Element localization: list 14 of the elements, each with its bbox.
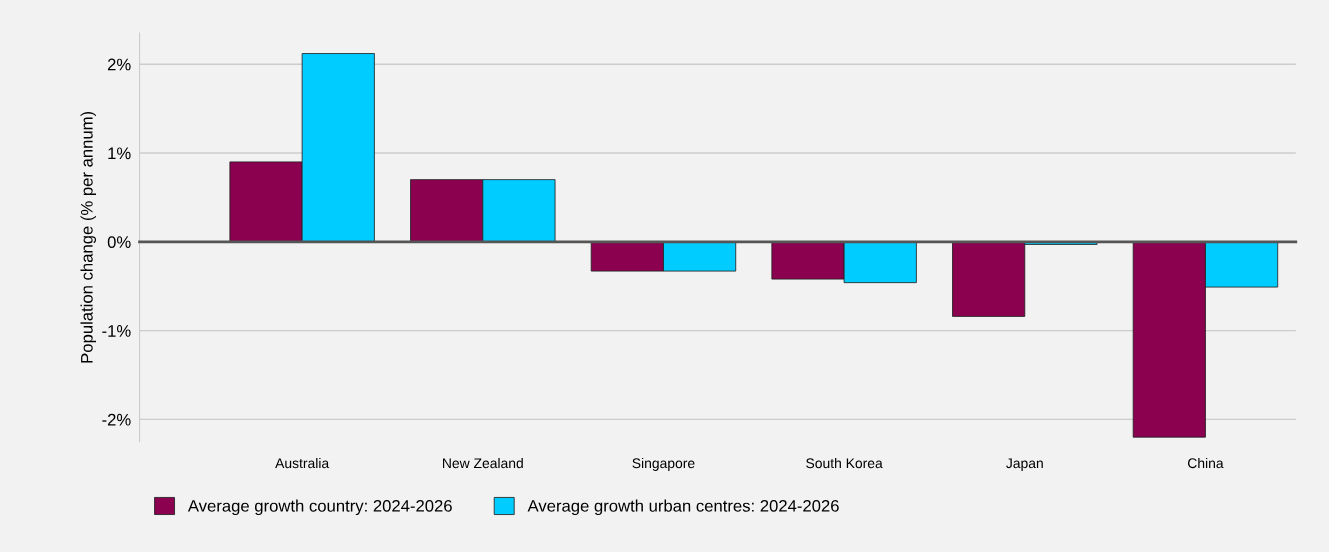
- x-tick-label: New Zealand: [443, 457, 523, 469]
- y-tick-label: -2%: [102, 413, 131, 426]
- y-tick-label: 1%: [108, 147, 131, 160]
- y-tick-label: 2%: [107, 58, 131, 71]
- x-tick-label: China: [1188, 457, 1224, 469]
- legend-label: Average growth urban centres: 2024-2026: [527, 499, 839, 516]
- x-tick-label: Japan: [1006, 458, 1043, 471]
- legend-label: Average growth country: 2024-2026: [187, 499, 452, 516]
- x-tick-label: Singapore: [632, 457, 695, 471]
- y-tick-label: -1%: [102, 325, 131, 337]
- x-tick-label: Australia: [275, 457, 330, 469]
- y-tick-label: 0%: [107, 236, 131, 248]
- x-tick-label: South Korea: [806, 457, 883, 469]
- y-axis-title: Population change (% per annum): [80, 111, 97, 363]
